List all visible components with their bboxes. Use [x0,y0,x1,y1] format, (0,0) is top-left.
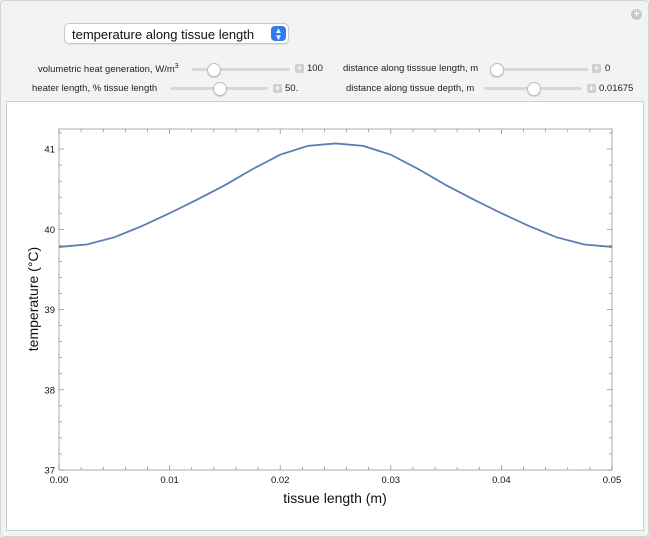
x-tick-label: 0.05 [603,475,622,486]
x-tick-label: 0.02 [271,475,290,486]
heat-generation-plus-icon[interactable]: + [295,63,304,73]
heater-length-value: 50. [285,83,299,94]
x-tick-label: 0.03 [382,475,401,486]
heater-length-label: heater length, % tissue length [32,83,158,94]
temperature-chart: 0.00 0.01 0.02 0.03 0.04 0.05 37 38 39 40 41 tiss… [25,128,622,506]
y-tick-label: 40 [44,225,55,236]
updown-chevron-icon: ▲ ▼ [271,26,286,42]
distance-length-slider-thumb[interactable] [490,63,504,77]
heater-length-slider-thumb[interactable] [213,82,227,96]
distance-length-value: 0 [605,63,611,74]
distance-length-plus-icon[interactable]: + [592,63,601,73]
y-axis-label: temperature (°C) [25,247,41,351]
distance-length-slider[interactable] [490,63,588,77]
distance-depth-value: 0.01675 [599,83,634,94]
y-tick-label: 37 [44,466,55,477]
heater-length-slider[interactable] [170,82,268,96]
x-tick-label: 0.00 [50,475,69,486]
y-tick-label: 39 [44,305,55,316]
plot-type-dropdown[interactable]: temperature along tissue length ▲ ▼ [64,23,289,44]
heat-generation-value: 100 [307,63,323,74]
x-axis-label: tissue length (m) [283,490,386,506]
expand-plus-icon[interactable]: + [631,9,642,20]
series-line [58,142,613,248]
dropdown-selected-label: temperature along tissue length [72,27,255,42]
x-tick-label: 0.04 [492,475,511,486]
heat-generation-label: volumetric heat generation, W/m3 [38,63,179,76]
plot-frame [58,128,613,471]
heat-generation-label-superscript: 3 [174,63,179,70]
distance-depth-label: distance along tissue depth, m [346,83,475,94]
y-tick-label: 41 [44,145,55,156]
distance-depth-slider-thumb[interactable] [527,82,541,96]
heater-length-plus-icon[interactable]: + [273,83,282,93]
heat-generation-slider[interactable] [192,63,290,77]
y-tick-label: 38 [44,385,55,396]
heat-generation-slider-thumb[interactable] [207,63,222,77]
distance-depth-plus-icon[interactable]: + [587,83,596,93]
x-tick-label: 0.01 [160,475,179,486]
distance-length-label: distance along tisssue length, m [343,63,479,74]
distance-depth-slider[interactable] [484,82,582,96]
plot-panel: 0.00 0.01 0.02 0.03 0.04 0.05 37 38 39 40 41 tiss… [6,101,644,531]
